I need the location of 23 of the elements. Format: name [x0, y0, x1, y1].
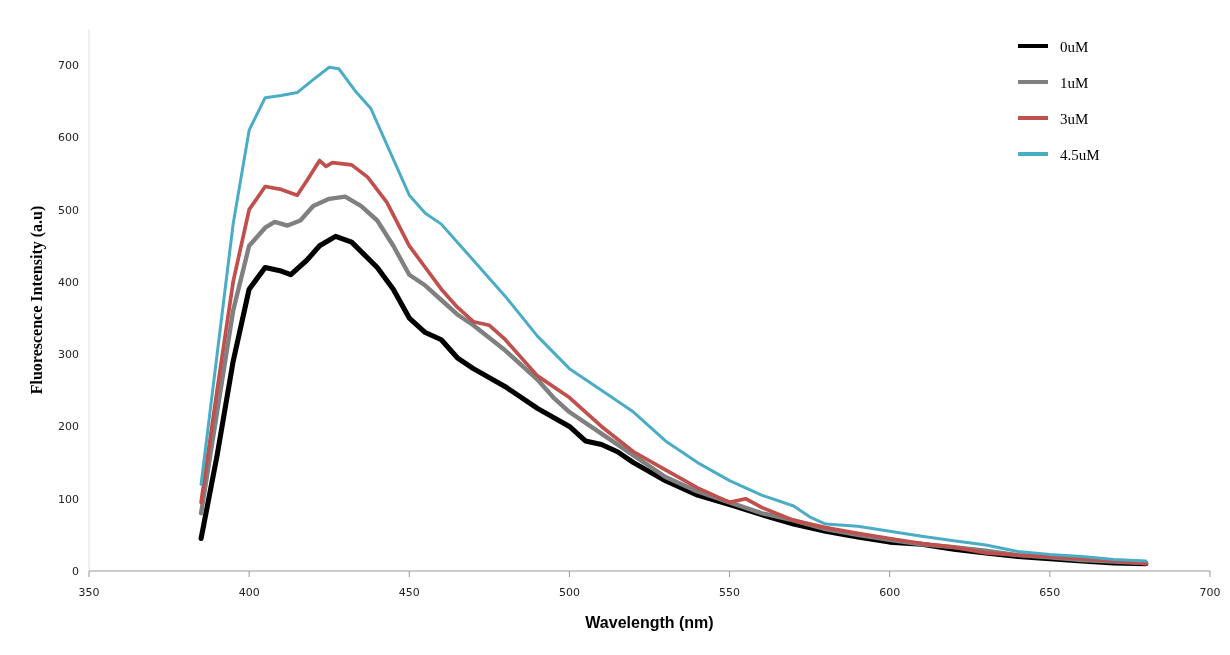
y-axis-title: Fluorescence Intensity (a.u): [28, 205, 46, 395]
x-tick-label: 550: [719, 586, 741, 599]
x-tick-label: 700: [1199, 586, 1221, 599]
line-series: [199, 65, 1148, 563]
x-tick-label: 450: [398, 586, 420, 599]
y-tick-label: 200: [58, 420, 79, 434]
legend-label: 0uM: [1060, 39, 1089, 55]
y-tick-label: 700: [58, 59, 79, 73]
y-tick-label: 400: [58, 275, 79, 289]
x-tick-label: 400: [238, 586, 260, 599]
legend-label: 4.5uM: [1060, 147, 1100, 163]
legend-label: 3uM: [1060, 111, 1089, 127]
x-tick-label: 500: [558, 586, 580, 599]
y-tick-label: 600: [58, 131, 79, 145]
x-tick-label: 350: [78, 586, 100, 599]
x-axis-title: Wavelength (nm): [585, 614, 714, 631]
x-tick-label: 650: [1039, 586, 1061, 599]
y-tick-label: 500: [58, 203, 79, 217]
x-tick-label: 600: [879, 586, 901, 599]
y-tick-label: 300: [58, 348, 79, 362]
y-tick-label: 100: [58, 492, 79, 506]
y-tick-label: 0: [72, 565, 79, 578]
legend-label: 1uM: [1060, 75, 1089, 91]
